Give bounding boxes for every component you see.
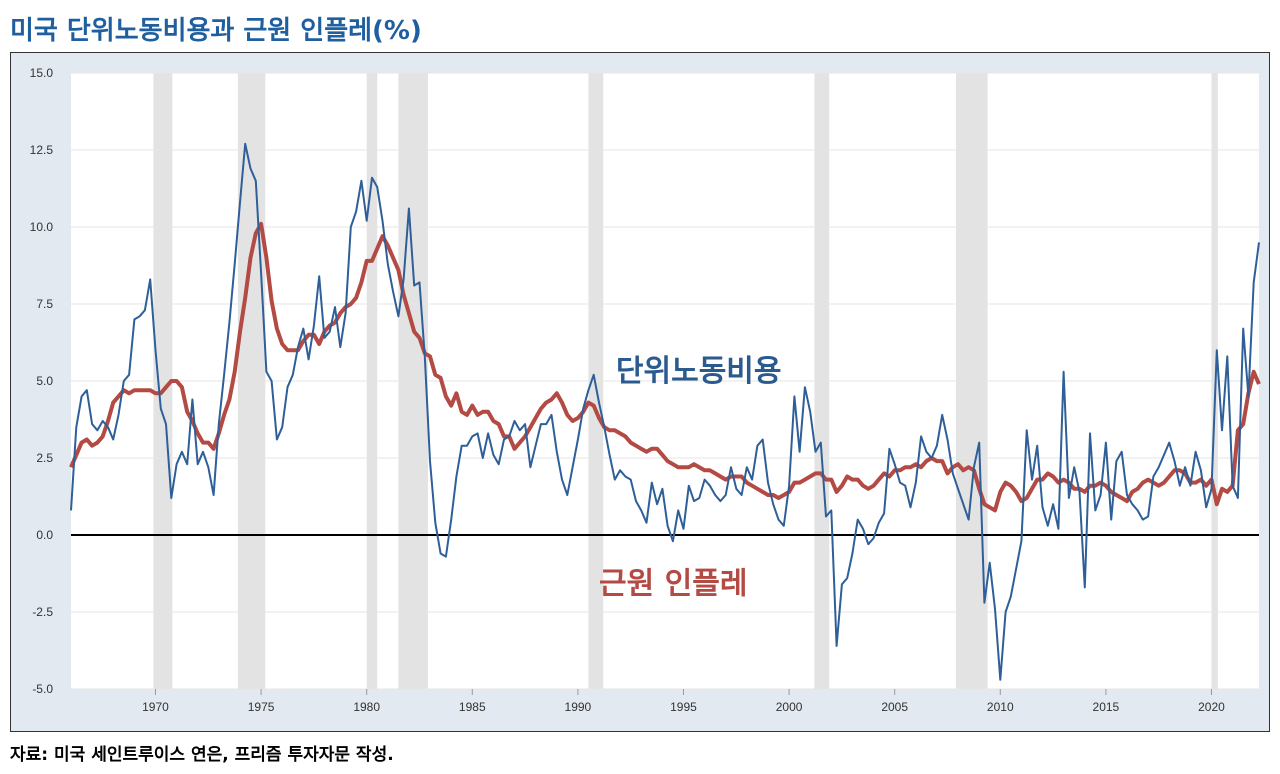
chart-frame: -5.0 -2.5 0.0 2.5 5.0 7.5 10.0 12.5 15.0 1970 197… <box>10 52 1270 732</box>
y-tick-label: -2.5 <box>32 605 53 619</box>
annotation-unit-labor-cost: 단위노동비용 <box>616 354 782 389</box>
x-tick-label: 2010 <box>987 700 1014 714</box>
x-tick-label: 2015 <box>1093 700 1120 714</box>
series-line-unit-labor-cost <box>70 142 1260 681</box>
page-title: 미국 단위노동비용과 근원 인플레(%) <box>10 16 422 46</box>
x-tick-label: 1975 <box>248 700 275 714</box>
y-tick-label: 0.0 <box>36 528 53 542</box>
y-tick-label: 10.0 <box>30 220 54 234</box>
x-tick-label: 1990 <box>565 700 592 714</box>
y-tick-label: 2.5 <box>36 451 53 465</box>
x-tick-label: 1980 <box>353 700 380 714</box>
y-axis-ticks: -5.0 -2.5 0.0 2.5 5.0 7.5 10.0 12.5 15.0 <box>30 66 54 696</box>
annotation-core-inflation: 근원 인플레 <box>599 567 747 602</box>
chart-svg: -5.0-2.50.02.55.07.510.012.515.0 1970 197… <box>30 66 1261 714</box>
x-tick-label: 2020 <box>1198 700 1225 714</box>
series-line-core-inflation <box>69 221 1261 513</box>
y-tick-label: 7.5 <box>36 297 53 311</box>
x-axis-ticks: 1970 1975 1980 1985 1990 1995 2000 2005 2010 2015… <box>142 689 1225 714</box>
y-tick-label: 12.5 <box>30 143 54 157</box>
x-tick-label: 1970 <box>142 700 169 714</box>
x-tick-label: 2000 <box>776 700 803 714</box>
x-tick-label: 1985 <box>459 700 486 714</box>
y-tick-label: 15.0 <box>30 66 54 80</box>
x-tick-label: 2005 <box>881 700 908 714</box>
y-tick-label: -5.0 <box>32 682 53 696</box>
source-note: 자료: 미국 세인트루이스 연은, 프리즘 투자자문 작성. <box>10 745 394 765</box>
x-tick-label: 1995 <box>670 700 697 714</box>
y-tick-label: 5.0 <box>36 374 53 388</box>
